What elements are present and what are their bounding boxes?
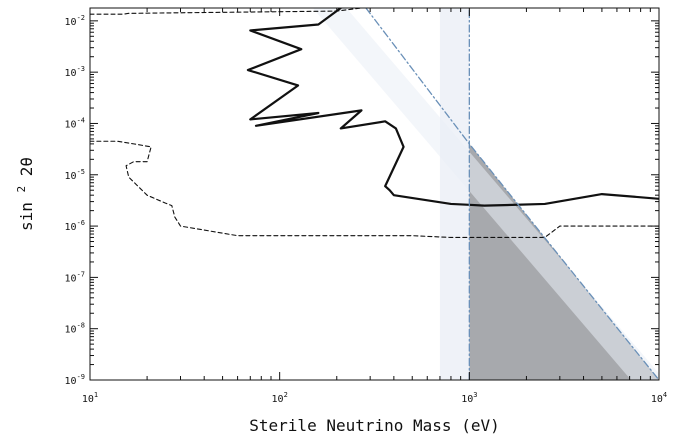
y-axis-title-theta: 2θ [17,157,36,176]
y-tick-label: 10-5 [65,168,85,182]
plot-frame [89,7,660,381]
y-axis-title: sin 2 2θ [10,157,36,231]
series-line-dashed-2 [90,8,363,15]
series-line-solid-0 [246,8,659,207]
vertical-band-region [439,8,470,380]
y-tick-label: 10-2 [65,14,85,28]
tick-labels: 101 102 103 104 10-9 10-8 10-7 10-6 10-5 10-4 10-3… [65,14,668,405]
y-tick-label: 10-9 [65,373,85,387]
x-tick-label: 102 [272,391,288,405]
y-tick-label: 10-7 [65,270,85,284]
x-tick-label: 104 [651,391,667,405]
series-line-dashed-1 [90,140,659,239]
y-tick-label: 10-8 [65,322,85,336]
y-tick-label: 10-3 [65,65,85,79]
y-tick-label: 10-6 [65,219,85,233]
y-axis-title-base: sin [17,202,36,231]
x-tick-label: 101 [82,391,98,405]
series-lines [90,8,659,380]
x-tick-label: 103 [461,391,477,405]
y-tick-label: 10-4 [65,116,85,130]
axis-ticks [89,8,659,381]
diagonal-band-region [312,8,659,380]
y-axis-title-sup: 2 [15,186,28,193]
x-axis-title: Sterile Neutrino Mass (eV) [249,416,499,435]
